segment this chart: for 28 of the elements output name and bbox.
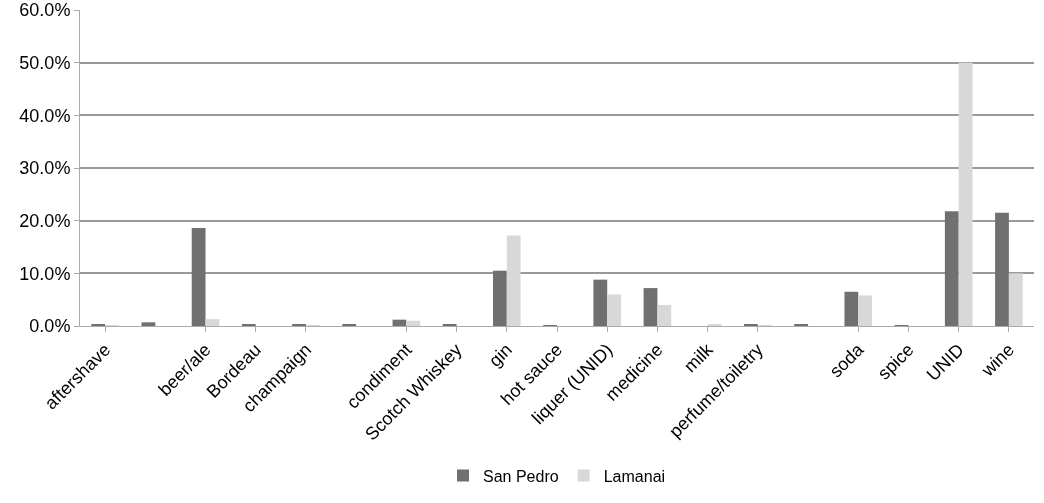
legend-label: San Pedro (483, 467, 559, 485)
bar (506, 235, 521, 326)
y-tick-label: 50.0% (19, 52, 71, 73)
bar (406, 320, 421, 326)
y-tick-label: 30.0% (19, 158, 71, 179)
y-tick-label: 60.0% (19, 0, 71, 21)
bar (593, 279, 608, 326)
bar (944, 211, 959, 326)
y-tick-label: 0.0% (29, 316, 71, 337)
bar (141, 322, 156, 326)
x-tick-label: gin (484, 339, 516, 371)
bar (392, 319, 407, 326)
bar (643, 288, 658, 326)
legend-label: Lamanai (603, 467, 666, 485)
y-tick-label: 10.0% (19, 263, 71, 284)
bar (607, 294, 622, 326)
y-tick-label: 40.0% (19, 105, 71, 126)
bar (858, 295, 873, 326)
x-tick-label: wine (977, 339, 1019, 381)
bar (958, 62, 973, 326)
bar (205, 319, 220, 326)
bar (1008, 273, 1023, 326)
bar (657, 304, 672, 326)
bar (844, 291, 859, 326)
y-tick-label: 20.0% (19, 210, 71, 231)
bar (191, 228, 206, 326)
bar (492, 270, 507, 326)
bar (995, 212, 1009, 326)
